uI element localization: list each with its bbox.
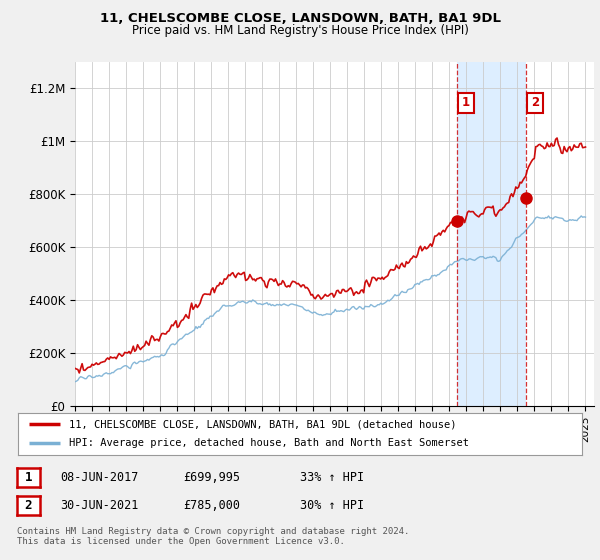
Text: 11, CHELSCOMBE CLOSE, LANSDOWN, BATH, BA1 9DL (detached house): 11, CHELSCOMBE CLOSE, LANSDOWN, BATH, BA… [69, 419, 456, 429]
Text: 1: 1 [462, 96, 470, 109]
Text: 30% ↑ HPI: 30% ↑ HPI [300, 498, 364, 512]
Text: 33% ↑ HPI: 33% ↑ HPI [300, 470, 364, 484]
Text: 30-JUN-2021: 30-JUN-2021 [60, 498, 139, 512]
Text: 2: 2 [531, 96, 539, 109]
Text: 11, CHELSCOMBE CLOSE, LANSDOWN, BATH, BA1 9DL: 11, CHELSCOMBE CLOSE, LANSDOWN, BATH, BA… [100, 12, 500, 25]
Bar [457, 62, 526, 406]
Text: 08-JUN-2017: 08-JUN-2017 [60, 470, 139, 484]
Text: £785,000: £785,000 [183, 498, 240, 512]
Text: HPI: Average price, detached house, Bath and North East Somerset: HPI: Average price, detached house, Bath… [69, 438, 469, 449]
Text: 2: 2 [25, 498, 32, 512]
Text: Price paid vs. HM Land Registry's House Price Index (HPI): Price paid vs. HM Land Registry's House … [131, 24, 469, 36]
Text: 1: 1 [25, 470, 32, 484]
Text: Contains HM Land Registry data © Crown copyright and database right 2024.
This d: Contains HM Land Registry data © Crown c… [17, 527, 409, 546]
Text: £699,995: £699,995 [183, 470, 240, 484]
